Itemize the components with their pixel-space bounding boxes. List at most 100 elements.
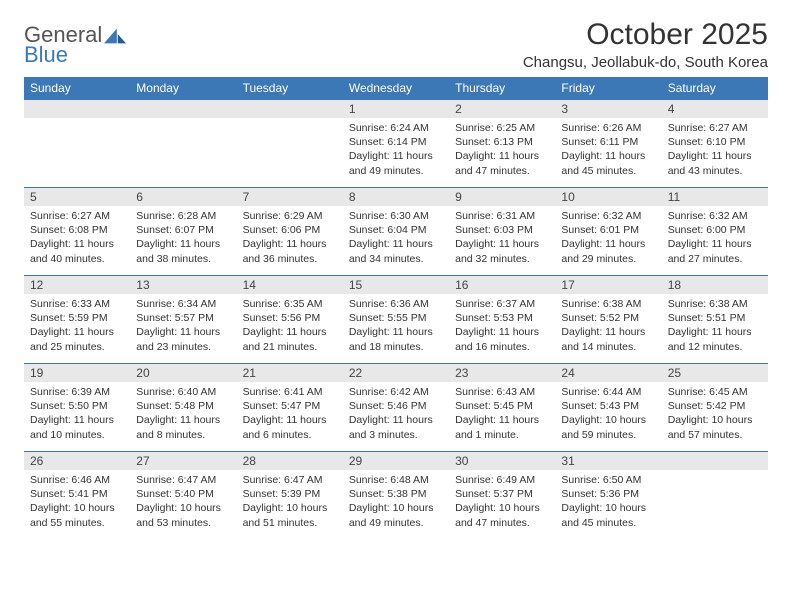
daylight-line1: Daylight: 11 hours: [455, 325, 549, 339]
daylight-line1: Daylight: 11 hours: [30, 237, 124, 251]
day-number: 31: [555, 452, 661, 470]
sunset-text: Sunset: 5:36 PM: [561, 487, 655, 501]
day-cell: 21Sunrise: 6:41 AMSunset: 5:47 PMDayligh…: [237, 364, 343, 452]
day-details: Sunrise: 6:44 AMSunset: 5:43 PMDaylight:…: [555, 382, 661, 446]
daylight-line1: Daylight: 11 hours: [455, 149, 549, 163]
daylight-line1: Daylight: 11 hours: [668, 149, 762, 163]
sunrise-text: Sunrise: 6:35 AM: [243, 297, 337, 311]
week-row: 5Sunrise: 6:27 AMSunset: 6:08 PMDaylight…: [24, 188, 768, 276]
sunset-text: Sunset: 6:01 PM: [561, 223, 655, 237]
daylight-line2: and 14 minutes.: [561, 340, 655, 354]
day-details: Sunrise: 6:35 AMSunset: 5:56 PMDaylight:…: [237, 294, 343, 358]
sunrise-text: Sunrise: 6:34 AM: [136, 297, 230, 311]
sunrise-text: Sunrise: 6:30 AM: [349, 209, 443, 223]
sunrise-text: Sunrise: 6:28 AM: [136, 209, 230, 223]
daylight-line2: and 45 minutes.: [561, 164, 655, 178]
sunset-text: Sunset: 5:52 PM: [561, 311, 655, 325]
day-cell: 22Sunrise: 6:42 AMSunset: 5:46 PMDayligh…: [343, 364, 449, 452]
daylight-line1: Daylight: 11 hours: [561, 325, 655, 339]
sunrise-text: Sunrise: 6:47 AM: [136, 473, 230, 487]
day-cell: 10Sunrise: 6:32 AMSunset: 6:01 PMDayligh…: [555, 188, 661, 276]
triangle-icon: [104, 28, 126, 44]
sunrise-text: Sunrise: 6:26 AM: [561, 121, 655, 135]
day-cell: 27Sunrise: 6:47 AMSunset: 5:40 PMDayligh…: [130, 452, 236, 540]
location-text: Changsu, Jeollabuk-do, South Korea: [523, 54, 768, 71]
empty-day-header: [662, 452, 768, 470]
empty-day-header: [237, 100, 343, 118]
daylight-line2: and 6 minutes.: [243, 428, 337, 442]
day-cell: 20Sunrise: 6:40 AMSunset: 5:48 PMDayligh…: [130, 364, 236, 452]
daylight-line2: and 1 minute.: [455, 428, 549, 442]
daylight-line2: and 43 minutes.: [668, 164, 762, 178]
daylight-line1: Daylight: 10 hours: [455, 501, 549, 515]
sunrise-text: Sunrise: 6:45 AM: [668, 385, 762, 399]
sunrise-text: Sunrise: 6:36 AM: [349, 297, 443, 311]
sunrise-text: Sunrise: 6:24 AM: [349, 121, 443, 135]
day-number: 12: [24, 276, 130, 294]
day-details: Sunrise: 6:45 AMSunset: 5:42 PMDaylight:…: [662, 382, 768, 446]
day-cell: 15Sunrise: 6:36 AMSunset: 5:55 PMDayligh…: [343, 276, 449, 364]
sunrise-text: Sunrise: 6:29 AM: [243, 209, 337, 223]
day-number: 11: [662, 188, 768, 206]
daylight-line2: and 27 minutes.: [668, 252, 762, 266]
daylight-line1: Daylight: 11 hours: [136, 325, 230, 339]
day-number: 15: [343, 276, 449, 294]
day-cell: 23Sunrise: 6:43 AMSunset: 5:45 PMDayligh…: [449, 364, 555, 452]
daylight-line1: Daylight: 11 hours: [243, 325, 337, 339]
sunrise-text: Sunrise: 6:37 AM: [455, 297, 549, 311]
daylight-line2: and 8 minutes.: [136, 428, 230, 442]
sunrise-text: Sunrise: 6:48 AM: [349, 473, 443, 487]
day-cell: 8Sunrise: 6:30 AMSunset: 6:04 PMDaylight…: [343, 188, 449, 276]
day-cell: 1Sunrise: 6:24 AMSunset: 6:14 PMDaylight…: [343, 100, 449, 188]
weekday-header-cell: Friday: [555, 77, 661, 100]
daylight-line2: and 47 minutes.: [455, 164, 549, 178]
sunset-text: Sunset: 5:39 PM: [243, 487, 337, 501]
sunrise-text: Sunrise: 6:27 AM: [668, 121, 762, 135]
day-details: Sunrise: 6:43 AMSunset: 5:45 PMDaylight:…: [449, 382, 555, 446]
daylight-line1: Daylight: 10 hours: [561, 501, 655, 515]
weekday-header-cell: Tuesday: [237, 77, 343, 100]
sunrise-text: Sunrise: 6:44 AM: [561, 385, 655, 399]
day-details: Sunrise: 6:29 AMSunset: 6:06 PMDaylight:…: [237, 206, 343, 270]
daylight-line2: and 34 minutes.: [349, 252, 443, 266]
daylight-line2: and 10 minutes.: [30, 428, 124, 442]
day-cell: [130, 100, 236, 188]
sunset-text: Sunset: 5:48 PM: [136, 399, 230, 413]
daylight-line1: Daylight: 11 hours: [349, 413, 443, 427]
day-details: Sunrise: 6:32 AMSunset: 6:00 PMDaylight:…: [662, 206, 768, 270]
day-details: Sunrise: 6:32 AMSunset: 6:01 PMDaylight:…: [555, 206, 661, 270]
day-number: 20: [130, 364, 236, 382]
daylight-line1: Daylight: 11 hours: [243, 413, 337, 427]
daylight-line2: and 23 minutes.: [136, 340, 230, 354]
daylight-line1: Daylight: 11 hours: [243, 237, 337, 251]
empty-day-header: [130, 100, 236, 118]
day-details: Sunrise: 6:47 AMSunset: 5:40 PMDaylight:…: [130, 470, 236, 534]
day-cell: [237, 100, 343, 188]
day-cell: [24, 100, 130, 188]
sunrise-text: Sunrise: 6:50 AM: [561, 473, 655, 487]
day-cell: 19Sunrise: 6:39 AMSunset: 5:50 PMDayligh…: [24, 364, 130, 452]
day-number: 8: [343, 188, 449, 206]
sunset-text: Sunset: 6:00 PM: [668, 223, 762, 237]
daylight-line1: Daylight: 10 hours: [349, 501, 443, 515]
daylight-line2: and 59 minutes.: [561, 428, 655, 442]
daylight-line1: Daylight: 11 hours: [455, 413, 549, 427]
day-number: 17: [555, 276, 661, 294]
day-details: Sunrise: 6:26 AMSunset: 6:11 PMDaylight:…: [555, 118, 661, 182]
day-number: 9: [449, 188, 555, 206]
sunset-text: Sunset: 6:14 PM: [349, 135, 443, 149]
sunset-text: Sunset: 5:41 PM: [30, 487, 124, 501]
day-cell: 3Sunrise: 6:26 AMSunset: 6:11 PMDaylight…: [555, 100, 661, 188]
sunrise-text: Sunrise: 6:38 AM: [561, 297, 655, 311]
sunset-text: Sunset: 6:07 PM: [136, 223, 230, 237]
daylight-line1: Daylight: 10 hours: [243, 501, 337, 515]
day-details: Sunrise: 6:50 AMSunset: 5:36 PMDaylight:…: [555, 470, 661, 534]
daylight-line1: Daylight: 11 hours: [349, 149, 443, 163]
sunrise-text: Sunrise: 6:46 AM: [30, 473, 124, 487]
sunset-text: Sunset: 6:13 PM: [455, 135, 549, 149]
daylight-line2: and 25 minutes.: [30, 340, 124, 354]
sunset-text: Sunset: 5:56 PM: [243, 311, 337, 325]
sunrise-text: Sunrise: 6:43 AM: [455, 385, 549, 399]
sunrise-text: Sunrise: 6:41 AM: [243, 385, 337, 399]
week-row: 19Sunrise: 6:39 AMSunset: 5:50 PMDayligh…: [24, 364, 768, 452]
